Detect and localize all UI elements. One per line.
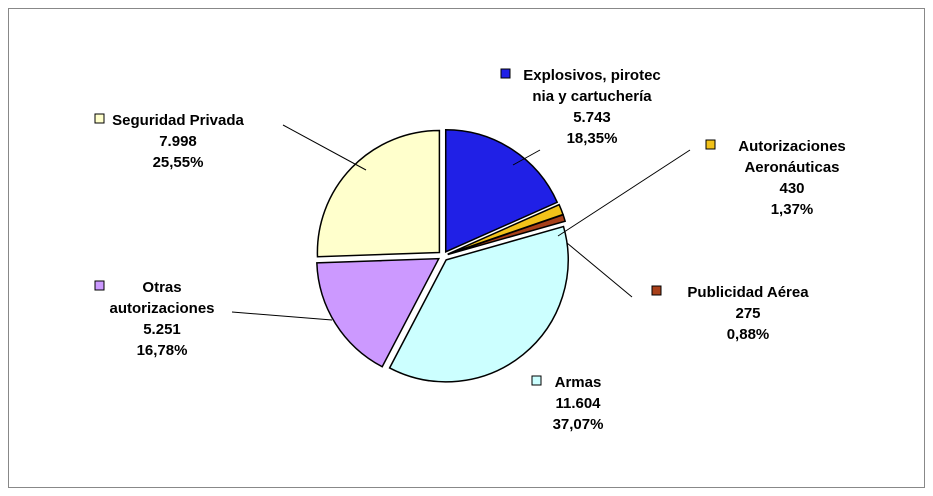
slice-label: Otras <box>142 279 181 296</box>
legend-swatch <box>500 68 511 79</box>
value-label: 11.604 <box>555 395 601 412</box>
value-label: 7.998 <box>159 133 197 150</box>
pie-slice <box>447 213 567 256</box>
slice-label: Aeronáuticas <box>744 159 839 176</box>
legend-swatch <box>94 280 105 291</box>
legend-swatch <box>705 139 716 150</box>
leader-line <box>557 149 691 237</box>
percentage-label: 16,78% <box>137 342 188 359</box>
percentage-label: 25,55% <box>153 154 204 171</box>
value-label: 5.251 <box>143 321 181 338</box>
pie-slice <box>316 129 441 258</box>
percentage-label: 0,88% <box>727 326 770 343</box>
legend-swatch <box>531 375 542 386</box>
percentage-label: 37,07% <box>553 416 604 433</box>
value-label: 5.743 <box>573 109 611 126</box>
leader-line <box>231 311 333 321</box>
slice-label: Seguridad Privada <box>112 112 244 129</box>
slice-label: nia y cartuchería <box>532 88 652 105</box>
slice-label: autorizaciones <box>109 300 214 317</box>
legend-swatch <box>94 113 105 124</box>
legend-swatch <box>651 285 662 296</box>
leader-line <box>512 149 541 166</box>
pie-slice <box>388 225 569 383</box>
value-label: 275 <box>735 305 760 322</box>
slice-label: Explosivos, pirotec <box>523 67 661 84</box>
slice-label: Autorizaciones <box>738 138 846 155</box>
leader-line <box>282 124 367 171</box>
pie-slice <box>444 129 559 253</box>
pie-slice <box>316 257 441 368</box>
percentage-label: 18,35% <box>567 130 618 147</box>
slice-label: Publicidad Aérea <box>687 284 809 301</box>
slice-label: Armas <box>555 374 602 391</box>
percentage-label: 1,37% <box>771 201 814 218</box>
value-label: 430 <box>779 180 804 197</box>
leader-line <box>566 242 633 298</box>
